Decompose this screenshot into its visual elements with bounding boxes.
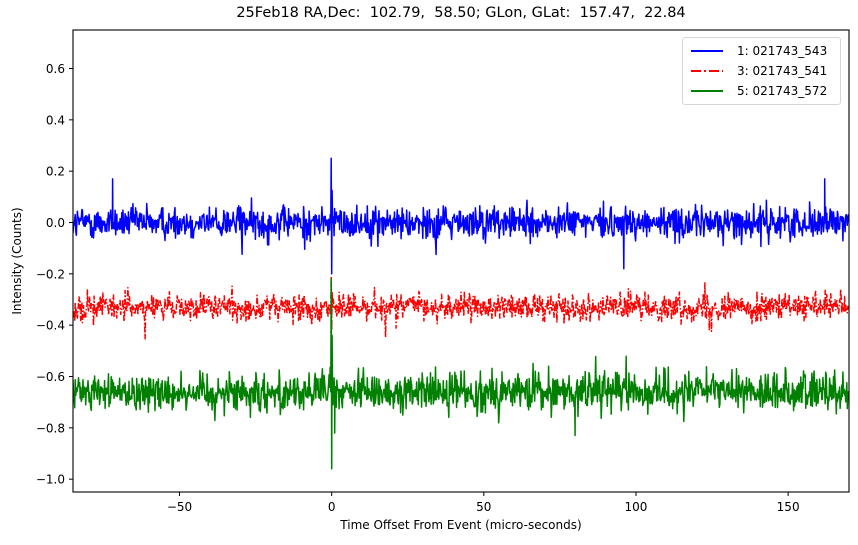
solid-line-swatch-icon bbox=[691, 50, 723, 52]
legend-item-series-1: 1: 021743_543 bbox=[691, 41, 827, 61]
y-tick-label: 0.4 bbox=[46, 113, 65, 127]
y-tick-label: −0.6 bbox=[36, 370, 65, 384]
data-traces bbox=[73, 157, 849, 470]
y-tick-label: −0.8 bbox=[36, 421, 65, 435]
legend-label: 3: 021743_541 bbox=[737, 64, 828, 78]
y-tick-label: 0.6 bbox=[46, 62, 65, 76]
y-tick-label: 0.0 bbox=[46, 216, 65, 230]
series-line-3 bbox=[73, 275, 849, 340]
x-tick-label: −50 bbox=[167, 500, 192, 514]
y-axis-ticks: 0.6 0.4 0.2 0.0 −0.2 −0.4 −0.6 −0.8 −1.0 bbox=[36, 62, 73, 487]
x-axis-label: Time Offset From Event (micro-seconds) bbox=[340, 518, 582, 532]
legend-item-series-3: 3: 021743_541 bbox=[691, 61, 827, 81]
x-tick-label: 50 bbox=[476, 500, 491, 514]
x-tick-label: 100 bbox=[625, 500, 648, 514]
y-tick-label: −1.0 bbox=[36, 473, 65, 487]
legend: 1: 021743_543 3: 021743_541 5: 021743_57… bbox=[682, 37, 841, 105]
legend-label: 1: 021743_543 bbox=[737, 44, 828, 58]
series-line-1 bbox=[73, 157, 849, 275]
y-tick-label: −0.2 bbox=[36, 267, 65, 281]
legend-item-series-5: 5: 021743_572 bbox=[691, 81, 827, 101]
solid-line-swatch-icon bbox=[691, 90, 723, 92]
x-axis-ticks: −50 0 50 100 150 bbox=[167, 492, 800, 514]
y-axis-label: Intensity (Counts) bbox=[10, 207, 24, 315]
chart-title: 25Feb18 RA,Dec: 102.79, 58.50; GLon, GLa… bbox=[236, 5, 686, 21]
y-tick-label: −0.4 bbox=[36, 319, 65, 333]
series-line-5 bbox=[73, 278, 849, 470]
legend-label: 5: 021743_572 bbox=[737, 84, 828, 98]
plot-frame bbox=[72, 29, 850, 493]
y-tick-label: 0.2 bbox=[46, 165, 65, 179]
x-tick-label: 150 bbox=[777, 500, 800, 514]
x-tick-label: 0 bbox=[328, 500, 336, 514]
dashdot-line-swatch-icon bbox=[691, 70, 723, 72]
